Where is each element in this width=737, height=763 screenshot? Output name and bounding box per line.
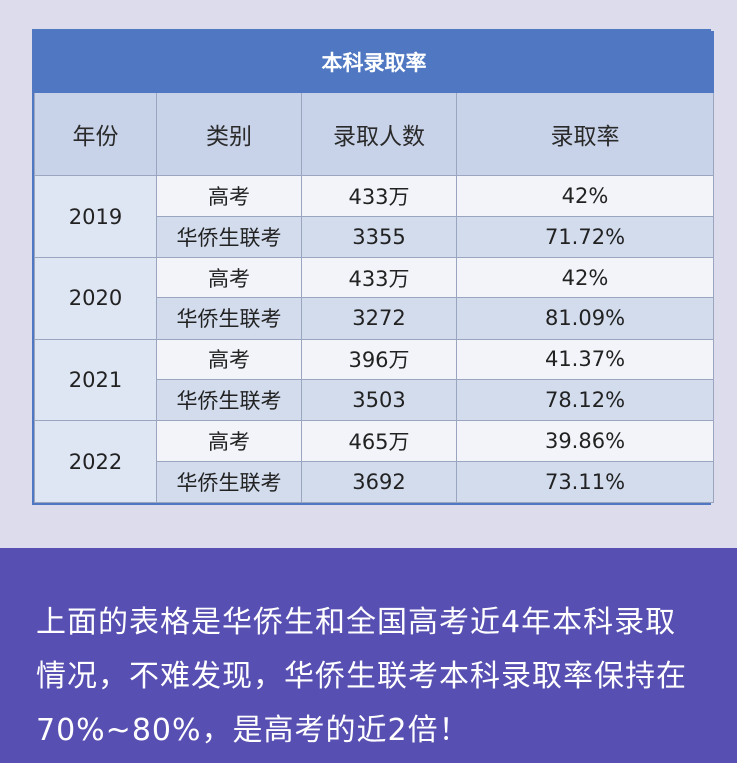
table-row: 华侨生联考 3272 81.09% [35, 297, 714, 340]
count-cell: 465万 [301, 420, 457, 462]
count-cell: 3692 [301, 460, 457, 504]
year-cell: 2020 [34, 256, 157, 340]
table-row: 华侨生联考 3355 71.72% [35, 215, 714, 258]
summary-panel: 上面的表格是华侨生和全国高考近4年本科录取情况，不难发现，华侨生联考本科录取率保… [0, 548, 737, 763]
rate-cell: 41.37% [456, 338, 714, 380]
header-rate: 录取率 [456, 91, 714, 177]
rate-cell: 39.86% [456, 420, 714, 462]
rate-cell: 81.09% [456, 297, 714, 340]
table-header-row: 年份 类别 录取人数 录取率 [34, 91, 714, 177]
year-cell: 2019 [34, 175, 157, 258]
top-area: 本科录取率 年份 类别 录取人数 录取率 2019 高考 433万 42% 华侨… [32, 29, 714, 505]
table-title-row: 本科录取率 [34, 31, 714, 93]
count-cell: 396万 [301, 338, 457, 380]
table-row: 2020 高考 433万 42% [34, 256, 714, 340]
rate-cell: 42% [456, 256, 714, 299]
rate-cell: 71.72% [456, 215, 714, 258]
table-row: 2019 高考 433万 42% [34, 175, 714, 258]
rate-cell: 78.12% [456, 378, 714, 422]
category-cell: 华侨生联考 [156, 297, 302, 340]
table-row: 2021 高考 396万 41.37% [34, 338, 714, 422]
table-row: 华侨生联考 3692 73.11% [35, 460, 714, 504]
table-title: 本科录取率 [34, 31, 714, 93]
count-cell: 3355 [301, 215, 457, 258]
table-row: 2022 高考 465万 39.86% [34, 420, 714, 503]
admission-rate-table: 本科录取率 年份 类别 录取人数 录取率 2019 高考 433万 42% 华侨… [34, 31, 714, 504]
count-cell: 433万 [301, 256, 457, 299]
category-cell: 华侨生联考 [156, 460, 302, 504]
category-cell: 高考 [156, 420, 302, 462]
category-cell: 华侨生联考 [156, 215, 302, 258]
admission-table-container: 本科录取率 年份 类别 录取人数 录取率 2019 高考 433万 42% 华侨… [32, 29, 714, 505]
year-cell: 2021 [34, 338, 157, 422]
count-cell: 433万 [301, 175, 457, 217]
count-cell: 3272 [301, 297, 457, 340]
category-cell: 高考 [156, 338, 302, 380]
category-cell: 华侨生联考 [156, 378, 302, 422]
rate-cell: 42% [456, 175, 714, 217]
header-count: 录取人数 [301, 91, 457, 177]
rate-cell: 73.11% [456, 460, 714, 504]
category-cell: 高考 [156, 175, 302, 217]
category-cell: 高考 [156, 256, 302, 299]
year-cell: 2022 [34, 420, 157, 503]
count-cell: 3503 [301, 378, 457, 422]
table-row: 华侨生联考 3503 78.12% [35, 378, 714, 422]
summary-text: 上面的表格是华侨生和全国高考近4年本科录取情况，不难发现，华侨生联考本科录取率保… [36, 605, 687, 748]
header-category: 类别 [156, 91, 302, 177]
header-year: 年份 [34, 91, 157, 177]
